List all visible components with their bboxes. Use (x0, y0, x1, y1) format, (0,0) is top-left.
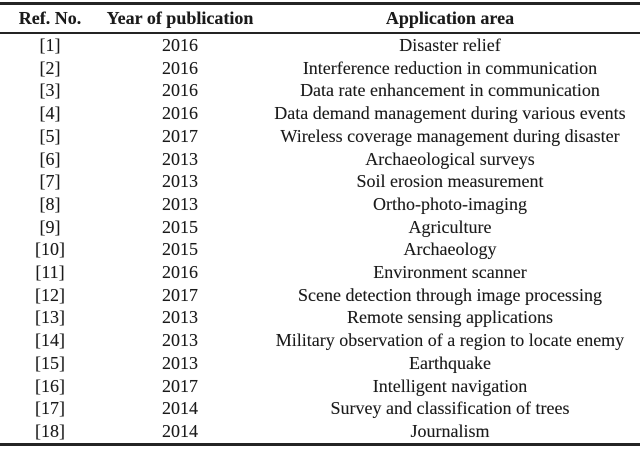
table-row: [13] 2013 Remote sensing applications (0, 306, 640, 329)
ref-no-cell: [8] (39, 193, 61, 214)
column-header-year-of-publication: Year of publication (100, 3, 260, 34)
year-cell: 2016 (162, 103, 198, 124)
application-area-cell: Scene detection through image processing (298, 284, 602, 305)
application-area-cell: Soil erosion measurement (356, 171, 544, 192)
ref-no-cell: [6] (39, 148, 61, 169)
year-cell: 2015 (162, 216, 198, 237)
application-area-cell: Survey and classification of trees (330, 398, 570, 419)
year-cell: 2014 (162, 398, 198, 419)
ref-no-cell: [13] (35, 307, 65, 328)
application-area-cell: Data rate enhancement in communication (300, 80, 600, 101)
year-cell: 2013 (162, 307, 198, 328)
year-cell: 2013 (162, 193, 198, 214)
year-cell: 2013 (162, 148, 198, 169)
year-cell: 2016 (162, 57, 198, 78)
application-area-cell: Ortho-photo-imaging (373, 193, 527, 214)
year-cell: 2013 (162, 330, 198, 351)
year-cell: 2014 (162, 420, 198, 441)
table-row: [4] 2016 Data demand management during v… (0, 102, 640, 125)
year-cell: 2017 (162, 375, 198, 396)
ref-no-cell: [14] (35, 330, 65, 351)
year-cell: 2013 (162, 352, 198, 373)
year-cell: 2017 (162, 125, 198, 146)
ref-no-cell: [2] (39, 57, 61, 78)
header-row: Ref. No. Year of publication Application… (0, 3, 640, 34)
year-cell: 2016 (162, 80, 198, 101)
ref-no-cell: [17] (35, 398, 65, 419)
table-body: [1] 2016 Disaster relief [2] 2016 Interf… (0, 33, 640, 444)
table-row: [3] 2016 Data rate enhancement in commun… (0, 79, 640, 102)
table-row: [15] 2013 Earthquake (0, 352, 640, 375)
application-area-cell: Military observation of a region to loca… (275, 330, 625, 351)
application-area-cell: Intelligent navigation (372, 375, 528, 396)
table-row: [2] 2016 Interference reduction in commu… (0, 57, 640, 80)
ref-no-cell: [7] (39, 171, 61, 192)
year-cell: 2015 (162, 239, 198, 260)
table-row: [7] 2013 Soil erosion measurement (0, 170, 640, 193)
year-cell: 2013 (162, 171, 198, 192)
ref-no-cell: [12] (35, 284, 65, 305)
table-row: [8] 2013 Ortho-photo-imaging (0, 193, 640, 216)
application-area-cell: Remote sensing applications (347, 307, 553, 328)
ref-no-cell: [16] (35, 375, 65, 396)
table-row: [6] 2013 Archaeological surveys (0, 148, 640, 171)
application-area-cell: Archaeology (403, 239, 497, 260)
table-row: [14] 2013 Military observation of a regi… (0, 329, 640, 352)
table-row: [1] 2016 Disaster relief (0, 33, 640, 57)
year-cell: 2016 (162, 35, 198, 55)
ref-no-cell: [15] (35, 352, 65, 373)
application-area-cell: Journalism (410, 420, 490, 441)
application-area-cell: Environment scanner (373, 262, 527, 283)
column-header-application-area: Application area (260, 3, 640, 34)
table-row: [9] 2015 Agriculture (0, 216, 640, 239)
table-header: Ref. No. Year of publication Application… (0, 3, 640, 34)
application-area-cell: Data demand management during various ev… (274, 103, 626, 124)
application-area-cell: Agriculture (408, 216, 492, 237)
application-area-cell: Disaster relief (399, 35, 501, 55)
table-row: [10] 2015 Archaeology (0, 238, 640, 261)
ref-no-cell: [11] (35, 262, 65, 283)
ref-no-cell: [18] (35, 420, 65, 441)
ref-no-cell: [5] (39, 125, 61, 146)
table-row: [11] 2016 Environment scanner (0, 261, 640, 284)
table-row: [17] 2014 Survey and classification of t… (0, 397, 640, 420)
application-area-cell: Earthquake (409, 352, 491, 373)
application-area-cell: Archaeological surveys (365, 148, 535, 169)
table-row: [18] 2014 Journalism (0, 420, 640, 444)
application-area-cell: Interference reduction in communication (302, 57, 598, 78)
column-header-ref-no: Ref. No. (0, 3, 100, 34)
table-row: [16] 2017 Intelligent navigation (0, 375, 640, 398)
ref-no-cell: [10] (35, 239, 65, 260)
table-row: [5] 2017 Wireless coverage management du… (0, 125, 640, 148)
table-row: [12] 2017 Scene detection through image … (0, 284, 640, 307)
year-cell: 2017 (162, 284, 198, 305)
ref-no-cell: [4] (39, 103, 61, 124)
ref-no-cell: [1] (39, 35, 61, 55)
year-cell: 2016 (162, 262, 198, 283)
ref-no-cell: [3] (39, 80, 61, 101)
ref-no-cell: [9] (39, 216, 61, 237)
application-area-cell: Wireless coverage management during disa… (280, 125, 620, 146)
